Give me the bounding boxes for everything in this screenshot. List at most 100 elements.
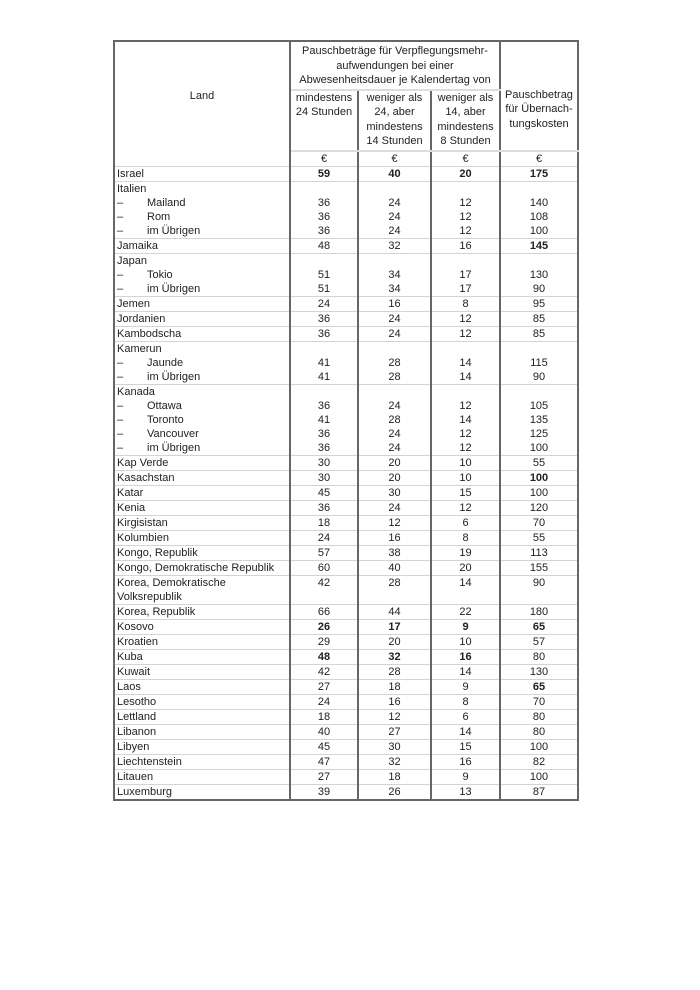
value: 24 [388,196,401,209]
header-min-24h: mindestens 24 Stunden [289,89,359,152]
value: 32 [388,755,401,768]
value-cell: 14 [430,575,501,604]
land-cell: Lettland [113,709,291,724]
table-row: Kuba 48 32 16 80 [113,649,579,664]
value-cell: 34 34 [357,253,432,296]
value: 24 [388,210,401,223]
country-name: Kanada [117,385,155,398]
header-land-unit [113,150,291,166]
value: 16 [459,650,472,663]
value: 95 [532,297,546,310]
value-cell: 42 [289,664,359,679]
country-name: Luxemburg [117,785,173,798]
value: 60 [317,561,331,574]
value-cell: 85 [499,311,579,326]
value: 28 [388,665,401,678]
value-cell: 105 135 125 100 [499,384,579,455]
value: 70 [532,516,546,529]
value: 59 [317,167,331,180]
value-cell: 18 [289,515,359,530]
value: 16 [388,695,401,708]
value-cell: 30 [357,485,432,500]
value-cell: 59 [289,166,359,181]
value-cell: 14 [430,664,501,679]
value-cell: 113 [499,545,579,560]
value-cell: 10 [430,470,501,485]
value: 29 [317,635,331,648]
country-name: Libanon [117,725,157,738]
country-name: Italien [117,182,147,195]
value-cell: 24 28 24 24 [357,384,432,455]
land-cell: Israel [113,166,291,181]
value-cell: 18 [289,709,359,724]
value-cell: 60 [289,560,359,575]
value: 10 [459,635,472,648]
value-cell: 42 [289,575,359,604]
value-cell: 30 [357,739,432,754]
country-name: Kap Verde [117,456,169,469]
currency-label: € [430,150,501,166]
value-cell: 22 [430,604,501,619]
value: 105 [529,399,549,412]
value: 130 [529,665,549,678]
value: 70 [532,695,546,708]
value: 17 [459,282,472,295]
value-cell: 41 41 [289,341,359,384]
value: 12 [459,224,472,237]
value-cell: 36 36 36 [289,181,359,238]
value-cell: 24 [357,500,432,515]
value-cell: 30 [289,470,359,485]
dash-marker: – [117,356,124,369]
value: 36 [317,501,331,514]
value: 57 [317,546,331,559]
table-row: Kolumbien 24 16 8 55 [113,530,579,545]
value: 90 [532,282,546,295]
value-cell: 16 [357,530,432,545]
dash-marker: – [117,441,124,454]
value: 28 [388,576,401,589]
value-cell: 24 [289,530,359,545]
value-cell: 85 [499,326,579,341]
table-row: Kanada – Ottawa – Toronto – Vancouver – im Übrig… [113,384,579,455]
blank-line [293,342,355,356]
country-name: Jemen [117,297,151,310]
value-cell: 55 [499,530,579,545]
table-row: Litauen 27 18 9 100 [113,769,579,784]
value: 34 [388,282,401,295]
value: 15 [459,740,472,753]
value: 12 [459,196,472,209]
value-cell: 16 [357,296,432,311]
value: 24 [317,297,331,310]
value-cell: 155 [499,560,579,575]
country-name: Israel [117,167,144,180]
table-row: Laos 27 18 9 65 [113,679,579,694]
land-cell: Kirgisistan [113,515,291,530]
sub-region: – im Übrigen [117,370,287,384]
value-cell: 29 [289,634,359,649]
value-cell: 48 [289,238,359,253]
value: 22 [459,605,472,618]
value: 57 [532,635,546,648]
value: 17 [459,268,472,281]
land-cell: Kolumbien [113,530,291,545]
value: 12 [388,710,401,723]
value: 120 [529,501,549,514]
value-cell: 38 [357,545,432,560]
dash-marker: – [117,196,124,209]
land-cell: Libanon [113,724,291,739]
land-cell: Jamaika [113,238,291,253]
land-cell: Korea, Demokratische Volksrepublik [113,575,291,604]
country-name: Litauen [117,770,154,783]
dash-marker: – [117,413,124,426]
value: 27 [317,680,331,693]
value-cell: 20 [430,560,501,575]
sub-region: – Toronto [117,413,287,427]
table-row: Kenia 36 24 12 120 [113,500,579,515]
table-row: Kambodscha 36 24 12 85 [113,326,579,341]
land-cell: Korea, Republik [113,604,291,619]
value: 100 [529,441,549,454]
value: 30 [317,456,331,469]
value: 85 [532,327,546,340]
value-cell: 12 [430,326,501,341]
value: 36 [317,312,331,325]
